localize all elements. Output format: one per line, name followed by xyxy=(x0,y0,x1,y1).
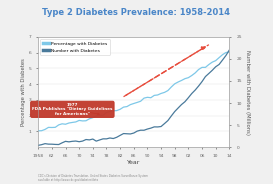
Text: CDC's Division of Diabetes Translation, United States Diabetes Surveillance Syst: CDC's Division of Diabetes Translation, … xyxy=(38,174,148,182)
Text: Type 2 Diabetes Prevalence: 1958-2014: Type 2 Diabetes Prevalence: 1958-2014 xyxy=(43,8,230,17)
Y-axis label: Percentage with Diabetes: Percentage with Diabetes xyxy=(21,58,26,126)
X-axis label: Year: Year xyxy=(127,160,140,164)
Y-axis label: Number with Diabetes (Millions): Number with Diabetes (Millions) xyxy=(245,49,250,135)
Text: 1977
FDA Publishes "Dietary Guidelines
for Americans": 1977 FDA Publishes "Dietary Guidelines f… xyxy=(32,103,112,116)
Legend: Percentage with Diabetes, Number with Diabetes: Percentage with Diabetes, Number with Di… xyxy=(40,39,109,55)
